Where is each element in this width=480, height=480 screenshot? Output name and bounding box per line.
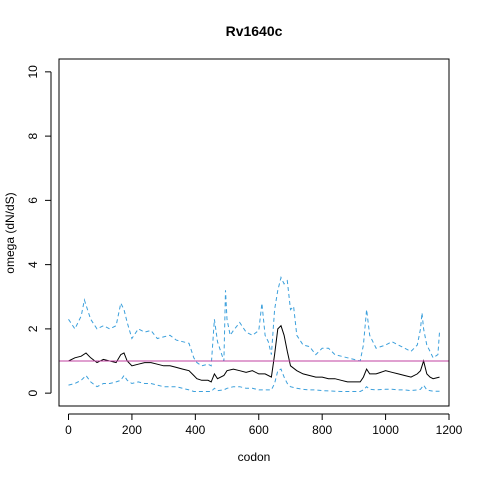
x-axis: 0 200 400 600 800 1000 1200: [65, 413, 463, 437]
x-tick-label: 1200: [436, 423, 463, 437]
y-tick-label: 6: [26, 197, 40, 204]
y-tick-label: 10: [26, 65, 40, 79]
y-tick-label: 8: [26, 132, 40, 139]
y-axis: 0 2 4 6 8 10: [26, 65, 52, 396]
x-tick-label: 0: [65, 423, 72, 437]
plot-area: [59, 276, 449, 392]
x-tick-label: 1000: [372, 423, 399, 437]
x-tick-label: 400: [185, 423, 205, 437]
x-tick-label: 200: [122, 423, 142, 437]
omega-estimate-line: [68, 324, 440, 383]
x-axis-label: codon: [238, 450, 271, 464]
x-tick-label: 800: [312, 423, 332, 437]
plot-frame: [58, 58, 450, 407]
y-tick-label: 0: [26, 389, 40, 396]
y-tick-label: 4: [26, 261, 40, 268]
lower-bound-line: [68, 368, 440, 392]
upper-bound-line: [68, 276, 440, 367]
chart-title: Rv1640c: [226, 23, 283, 39]
x-tick-label: 600: [249, 423, 269, 437]
y-tick-label: 2: [26, 325, 40, 332]
y-axis-label: omega (dN/dS): [3, 192, 17, 273]
